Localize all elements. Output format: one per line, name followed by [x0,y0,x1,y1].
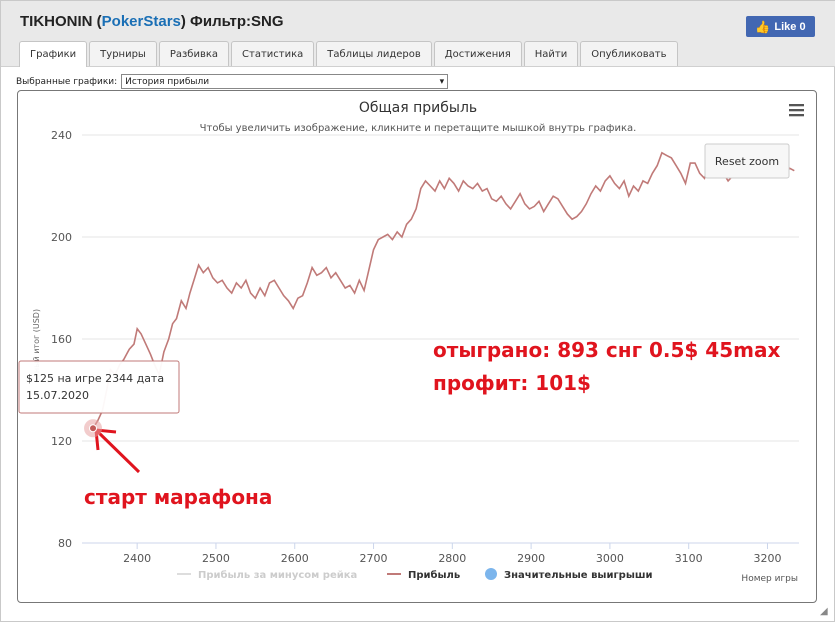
chart-select-dropdown[interactable]: История прибыли ▾ [121,74,449,89]
chevron-down-icon: ▾ [439,76,445,87]
start-point-marker[interactable] [89,424,98,433]
tab-1[interactable]: Турниры [89,41,157,66]
legend-label-net-profit: Прибыль за минусом рейка [198,569,357,581]
legend-label-profit: Прибыль [408,569,460,581]
x-tick-label: 2900 [517,552,545,565]
thumbs-up-icon: 👍 [755,19,771,34]
legend-marker-big-wins [485,568,497,580]
tooltip-line-2: 15.07.2020 [26,389,89,402]
chart-legend: Прибыль за минусом рейка Прибыль Значите… [177,568,653,581]
profit-series-line [92,151,795,429]
y-tick-label: 80 [58,537,72,550]
y-tick-label: 200 [51,231,72,244]
x-tick-label: 2600 [281,552,309,565]
x-axis-ticks: 2400 2500 2600 2700 2800 2900 3000 3100 3200 [123,543,781,565]
tab-6[interactable]: Найти [523,41,579,66]
hamburger-icon [789,104,804,107]
stats-annotation-profit: профит: 101$ [433,371,591,395]
tab-2[interactable]: Разбивка [158,41,230,66]
chart-title: Общая прибыль [359,100,477,116]
tooltip-line-1: $125 на игре 2344 дата [26,372,164,385]
tab-3[interactable]: Статистика [231,41,315,66]
y-axis-ticks: 80 120 160 200 240 [51,129,72,550]
chart-subtitle: Чтобы увеличить изображение, кликните и … [200,123,637,134]
tab-bar: Графики Турниры Разбивка Статистика Таблицы … [19,41,678,67]
resize-grip-icon[interactable]: ◢ [820,606,828,617]
reset-zoom-button[interactable]: Reset zoom [704,143,790,179]
x-tick-label: 3200 [753,552,781,565]
y-tick-label: 240 [51,129,72,142]
reset-zoom-label: Reset zoom [715,155,779,168]
y-tick-label: 160 [51,333,72,346]
point-tooltip: $125 на игре 2344 дата 15.07.2020 [18,360,180,414]
x-tick-label: 2500 [202,552,230,565]
window-title: TIKHONIN (PokerStars) Фильтр:SNG [20,13,284,30]
legend-item-profit[interactable]: Прибыль [387,569,460,581]
facebook-like-button[interactable]: 👍 Like 0 [746,16,815,37]
arrow-annotation [94,428,141,474]
chart-selector: Выбранные графики: История прибыли ▾ [16,74,449,89]
like-label: Like 0 [774,20,806,33]
x-tick-label: 2400 [123,552,151,565]
chart-container[interactable]: 80 120 160 200 240 2400 2500 2600 2700 2800 2900 3… [17,90,817,603]
legend-label-big-wins: Значительные выигрыши [504,570,653,581]
tab-0[interactable]: Графики [19,41,88,67]
y-axis-label: ный итог (USD) [32,309,41,373]
chart-select-value: История прибыли [125,76,210,87]
chart-selector-label: Выбранные графики: [16,76,118,87]
tab-4[interactable]: Таблицы лидеров [316,41,432,66]
tab-7[interactable]: Опубликовать [580,41,678,66]
x-tick-label: 2800 [438,552,466,565]
legend-item-big-wins[interactable]: Значительные выигрыши [485,568,653,581]
stats-annotation-played: отыграно: 893 снг 0.5$ 45max [433,338,780,362]
y-tick-label: 120 [51,435,72,448]
x-tick-label: 3100 [675,552,703,565]
marathon-start-annotation: старт марафона [84,485,272,509]
player-name: TIKHONIN ( [20,13,102,30]
chart-grid [82,134,799,544]
filter-label: ) Фильтр:SNG [180,13,284,30]
site-link[interactable]: PokerStars [101,13,181,30]
chart-menu-button[interactable] [788,103,805,117]
x-tick-label: 2700 [360,552,388,565]
x-tick-label: 3000 [596,552,624,565]
x-axis-label: Номер игры [741,574,798,584]
tab-5[interactable]: Достижения [433,41,522,66]
profit-chart[interactable]: 80 120 160 200 240 2400 2500 2600 2700 2800 2900 3… [18,91,817,603]
legend-item-net-profit[interactable]: Прибыль за минусом рейка [177,569,357,581]
window-header: TIKHONIN (PokerStars) Фильтр:SNG 👍 Like … [1,1,835,67]
